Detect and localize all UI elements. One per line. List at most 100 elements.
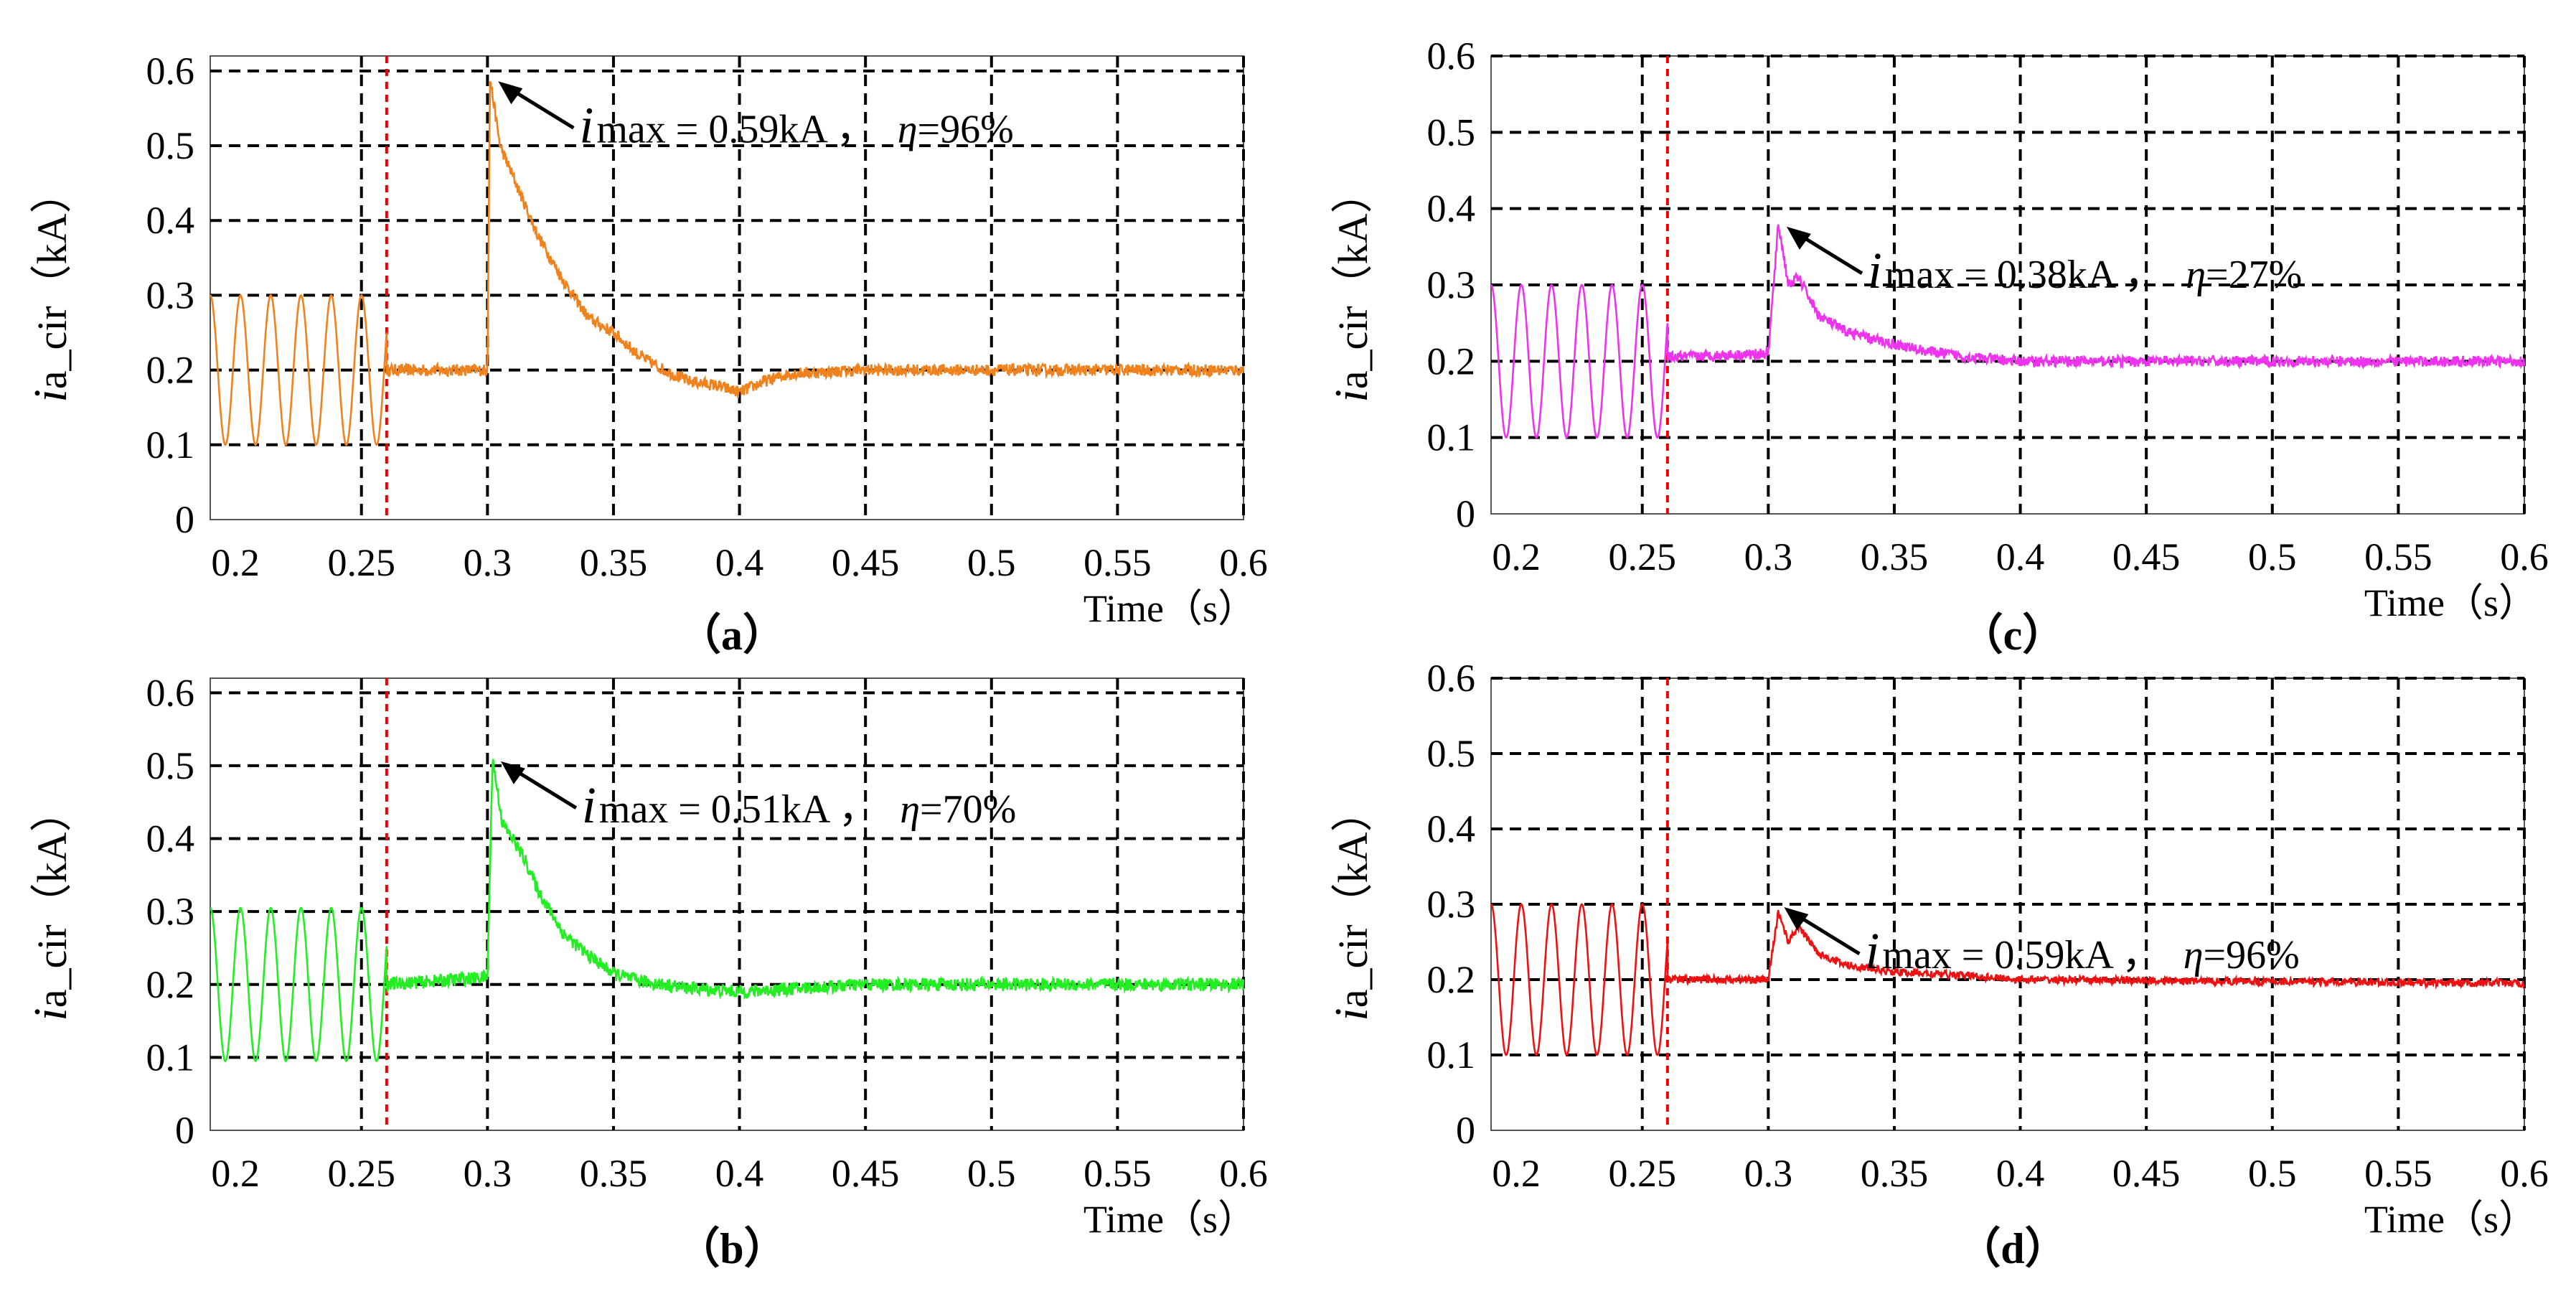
- x-tick-label: 0.2: [211, 1152, 260, 1195]
- x-tick-label: 0.2: [1492, 535, 1541, 578]
- x-tick-label: 0.55: [1083, 541, 1152, 584]
- x-tick-label: 0.35: [580, 541, 648, 584]
- annotation-eta: η: [2184, 933, 2204, 977]
- y-tick-label: 0.3: [1427, 883, 1476, 926]
- annotation-text: imax = 0.38kA ， η=27%: [1868, 242, 2302, 299]
- subfigure-caption: （a）: [678, 611, 786, 659]
- x-tick-label: 0.5: [967, 541, 1016, 584]
- annotation-arrow: [1795, 231, 1863, 276]
- series-c-line: [1490, 224, 2526, 439]
- x-tick-label: 0.55: [2364, 1152, 2432, 1195]
- y-tick-label: 0: [1456, 492, 1475, 535]
- y-tick-label: 0.3: [146, 273, 195, 316]
- x-tick-label: 0.3: [464, 541, 512, 584]
- y-tick-label: 0.2: [1427, 958, 1476, 1001]
- y-tick-label: 0.6: [146, 671, 195, 714]
- subfigure-caption: （b）: [677, 1224, 786, 1272]
- y-tick-label: 0.5: [146, 124, 195, 167]
- annotation-eta: η: [2186, 253, 2206, 297]
- y-axis-label: ia_cir（kA）: [1325, 172, 1378, 402]
- annotation-arrowhead: [500, 761, 525, 784]
- annotation-i: i: [582, 777, 596, 834]
- y-tick-label: 0.4: [146, 199, 195, 242]
- x-tick-label: 0.2: [1492, 1152, 1541, 1195]
- y-tick-label: 0.2: [1427, 339, 1476, 383]
- annotation-i: i: [579, 96, 593, 154]
- series-b-line: [210, 759, 1245, 1063]
- x-tick-label: 0.25: [1608, 535, 1676, 578]
- annotation-eta-value: =70%: [920, 787, 1016, 832]
- annotation-max: max = 0.59kA ，: [1882, 933, 2161, 977]
- y-tick-label: 0.1: [146, 423, 195, 466]
- x-tick-label: 0.2: [211, 541, 260, 584]
- chart-d: 0.2 0.25 0.3 0.35 0.4 0.45 0.5 0.55 0.6 0 0.1 0.2 0.…: [1325, 657, 2549, 1272]
- x-axis-label: Time（s）: [2364, 1198, 2537, 1241]
- y-tick-label: 0: [175, 498, 194, 541]
- x-tick-label: 0.55: [1083, 1152, 1152, 1195]
- x-tick-label: 0.25: [1608, 1152, 1676, 1195]
- annotation-eta-value: =96%: [2204, 933, 2300, 977]
- y-tick-label: 0.1: [1427, 416, 1476, 459]
- x-tick-label: 0.45: [2112, 1152, 2181, 1195]
- y-tick-label: 0.6: [146, 50, 195, 93]
- annotation-arrowhead: [498, 81, 523, 105]
- x-tick-label: 0.35: [580, 1152, 648, 1195]
- annotation-i: i: [1868, 242, 1882, 299]
- y-tick-label: 0.5: [1427, 732, 1476, 775]
- subfigure-caption: （d）: [1957, 1224, 2067, 1272]
- x-tick-label: 0.6: [1219, 541, 1268, 584]
- x-tick-label: 0.3: [1744, 1152, 1793, 1195]
- y-tick-label: 0.3: [146, 890, 195, 933]
- x-tick-label: 0.6: [2500, 535, 2549, 578]
- y-tick-label: 0.2: [146, 963, 195, 1006]
- y-tick-label: 0.4: [1427, 187, 1476, 230]
- x-tick-label: 0.6: [2500, 1152, 2549, 1195]
- annotation-text: imax = 0.51kA ， η=70%: [582, 777, 1016, 834]
- y-tick-label: 0: [175, 1109, 194, 1152]
- annotation-i: i: [1865, 922, 1879, 980]
- y-tick-label: 0.1: [1427, 1033, 1476, 1076]
- y-tick-label: 0.5: [1427, 111, 1476, 154]
- x-tick-label: 0.35: [1861, 535, 1929, 578]
- annotation-max: max = 0.59kA ，: [596, 107, 875, 151]
- y-tick-label: 0.3: [1427, 263, 1476, 306]
- y-axis-label: ia_cir（kA）: [24, 790, 77, 1021]
- y-tick-label: 0.1: [146, 1036, 195, 1079]
- x-axis-label: Time（s）: [2364, 581, 2537, 624]
- x-tick-label: 0.6: [1219, 1152, 1268, 1195]
- y-tick-label: 0.6: [1427, 657, 1476, 700]
- y-tick-label: 0.5: [146, 744, 195, 787]
- annotation-text: imax = 0.59kA ， η=96%: [579, 96, 1013, 154]
- x-tick-label: 0.3: [464, 1152, 512, 1195]
- annotation-arrowhead: [1786, 226, 1811, 250]
- plot-frame: [210, 55, 1244, 520]
- plot-frame: [210, 677, 1244, 1131]
- x-axis-label: Time（s）: [1083, 1198, 1256, 1241]
- x-axis-label: Time（s）: [1083, 587, 1256, 630]
- annotation-max: max = 0.51kA ，: [599, 787, 878, 832]
- x-tick-label: 0.5: [2248, 1152, 2297, 1195]
- x-tick-label: 0.4: [1996, 1152, 2045, 1195]
- x-tick-label: 0.5: [967, 1152, 1016, 1195]
- annotation-eta: η: [900, 787, 920, 832]
- y-tick-label: 0.2: [146, 349, 195, 392]
- x-tick-label: 0.25: [327, 541, 395, 584]
- annotation-max: max = 0.38kA ，: [1885, 253, 2164, 297]
- series-a-line: [210, 80, 1245, 446]
- annotation-arrowhead: [1784, 907, 1809, 930]
- x-tick-label: 0.4: [715, 541, 764, 584]
- annotation-text: imax = 0.59kA ， η=96%: [1865, 922, 2299, 980]
- y-tick-label: 0.4: [1427, 807, 1476, 850]
- annotation-arrow: [507, 86, 575, 130]
- x-tick-label: 0.45: [2112, 535, 2181, 578]
- x-tick-label: 0.35: [1861, 1152, 1929, 1195]
- chart-c: 0.2 0.25 0.3 0.35 0.4 0.45 0.5 0.55 0.6 0 0.1 0.2 0.…: [1325, 34, 2549, 659]
- y-axis-label: ia_cir（kA）: [1325, 790, 1378, 1021]
- chart-b: 0.2 0.25 0.3 0.35 0.4 0.45 0.5 0.55 0.6 0 0.1 0.2 0.…: [24, 671, 1268, 1272]
- x-tick-label: 0.25: [327, 1152, 395, 1195]
- x-tick-label: 0.5: [2248, 535, 2297, 578]
- subfigure-caption: （c）: [1960, 611, 2066, 659]
- x-tick-label: 0.45: [832, 1152, 900, 1195]
- x-tick-label: 0.4: [715, 1152, 764, 1195]
